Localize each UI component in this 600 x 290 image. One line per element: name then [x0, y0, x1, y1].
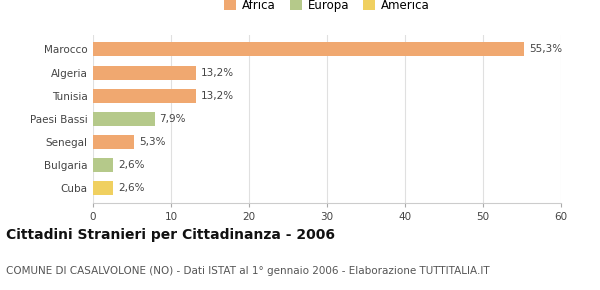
- Bar: [93, 89, 196, 103]
- Text: 2,6%: 2,6%: [118, 160, 145, 170]
- Bar: [93, 135, 134, 149]
- Text: 13,2%: 13,2%: [200, 68, 234, 77]
- Bar: [93, 66, 196, 79]
- Legend: Africa, Europa, America: Africa, Europa, America: [221, 0, 433, 15]
- Text: 5,3%: 5,3%: [139, 137, 166, 147]
- Text: 2,6%: 2,6%: [118, 183, 145, 193]
- Bar: [93, 42, 524, 56]
- Text: 13,2%: 13,2%: [200, 91, 234, 101]
- Text: 55,3%: 55,3%: [529, 44, 562, 55]
- Text: COMUNE DI CASALVOLONE (NO) - Dati ISTAT al 1° gennaio 2006 - Elaborazione TUTTIT: COMUNE DI CASALVOLONE (NO) - Dati ISTAT …: [6, 266, 490, 276]
- Bar: [93, 182, 113, 195]
- Text: Cittadini Stranieri per Cittadinanza - 2006: Cittadini Stranieri per Cittadinanza - 2…: [6, 228, 335, 242]
- Text: 7,9%: 7,9%: [160, 114, 186, 124]
- Bar: [93, 158, 113, 172]
- Bar: [93, 112, 155, 126]
